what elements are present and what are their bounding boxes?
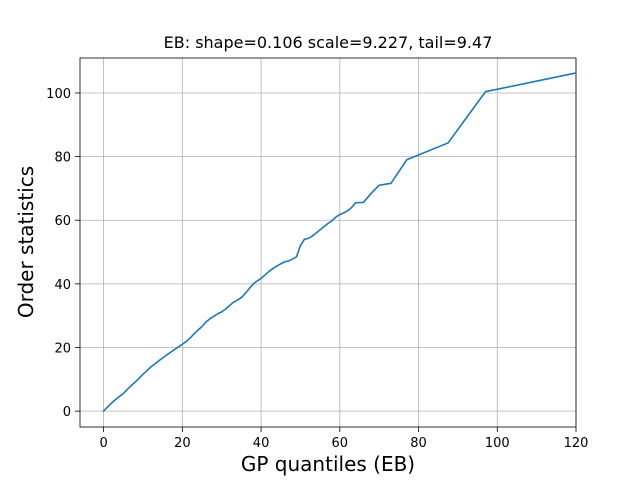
chart-title: EB: shape=0.106 scale=9.227, tail=9.47: [164, 33, 493, 52]
y-tick-label: 80: [54, 151, 71, 166]
y-tick-label: 60: [54, 214, 71, 229]
axes-frame: [79, 57, 577, 428]
series-line: [102, 72, 577, 412]
grid: [80, 58, 577, 427]
ticks: 0 20 40 60 80 100 120 0 20 40 60 80 100: [46, 87, 588, 451]
x-tick-label: 100: [485, 436, 510, 451]
y-axis-title: Order statistics: [14, 166, 38, 318]
y-tick-label: 20: [54, 341, 71, 356]
y-tick-label: 0: [63, 405, 71, 420]
x-tick-label: 120: [564, 436, 589, 451]
x-tick-label: 0: [99, 436, 107, 451]
plot-frame: [79, 57, 577, 428]
x-tick-label: 20: [174, 436, 191, 451]
series-layer: [102, 72, 577, 412]
x-tick-label: 40: [253, 436, 270, 451]
y-tick-label: 40: [54, 278, 71, 293]
x-tick-label: 60: [332, 436, 349, 451]
x-tick-label: 80: [410, 436, 427, 451]
y-tick-label: 100: [46, 87, 71, 102]
x-axis-title: GP quantiles (EB): [241, 452, 415, 476]
